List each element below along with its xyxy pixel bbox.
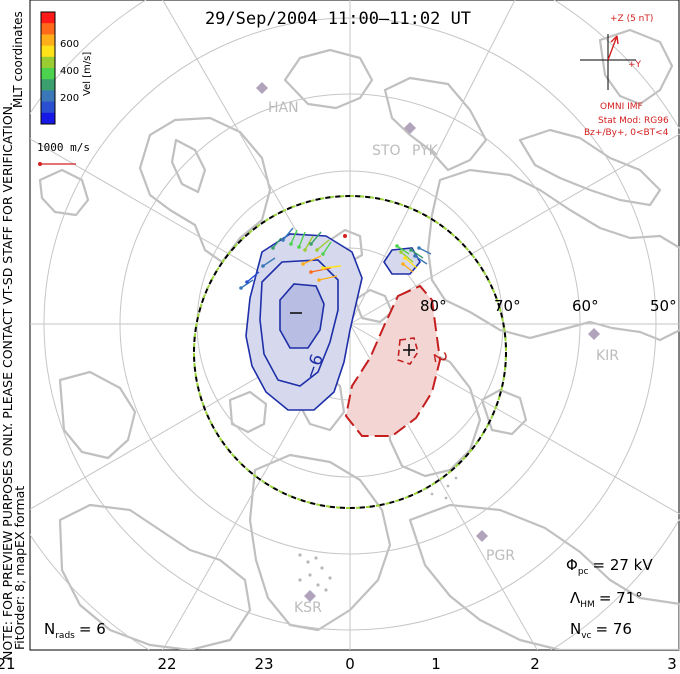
colorbar-label: Vel [m/s] xyxy=(82,52,93,96)
imf-z-label: +Z (5 nT) xyxy=(610,14,653,24)
station-label-pgr: PGR xyxy=(486,548,515,564)
station-label-han: HAN xyxy=(268,100,299,116)
imf-clock xyxy=(580,34,636,90)
colorbar-swatch xyxy=(41,90,55,103)
imf-vector xyxy=(607,35,618,61)
colorbar-tick-600: 600 xyxy=(60,39,79,50)
vector-scale-label: 1000 m/s xyxy=(37,141,90,154)
colorbar-swatch xyxy=(41,23,55,35)
pos-potential-label: 2 xyxy=(428,350,450,364)
mlt-label-0: 0 xyxy=(345,655,355,673)
station-labels: HAN STO PYK KIR PGR KSR xyxy=(268,100,619,616)
station-label-sto: STO xyxy=(372,143,400,159)
imf-model-label: Stat Mod: RG96 xyxy=(598,116,669,126)
colorbar-swatch xyxy=(41,79,55,91)
mlt-label-22: 22 xyxy=(157,655,176,673)
station-label-ksr: KSR xyxy=(294,600,322,616)
station-marker-kir xyxy=(588,328,600,340)
mlt-label-1: 1 xyxy=(431,655,441,673)
lat-label-50: 50° xyxy=(650,297,677,315)
colorbar-swatch xyxy=(41,101,55,114)
nrads-value: Nrads = 6 xyxy=(44,620,106,641)
station-label-kir: KIR xyxy=(596,348,619,364)
station-markers xyxy=(256,82,600,602)
lat-label-80: 80° xyxy=(420,297,447,315)
mlt-label-21: 21 xyxy=(0,655,16,673)
vector-scale-arrow xyxy=(38,162,76,166)
lambda-hm-value: ΛHM = 71° xyxy=(570,589,643,610)
station-marker-sto xyxy=(404,122,416,134)
mlt-label-23: 23 xyxy=(254,655,273,673)
lat-label-70: 70° xyxy=(494,297,521,315)
coordinate-system-label: MLT coordinates xyxy=(11,11,25,108)
imf-source-label: OMNI IMF xyxy=(600,102,643,112)
mlt-axis: 21 22 23 0 1 2 3 xyxy=(0,655,677,673)
hm-boundary xyxy=(193,195,507,509)
fit-order-label: FitOrder: 8; mapEX format xyxy=(12,486,27,650)
velocity-colorbar: 600 400 200 Vel [m/s] xyxy=(40,11,93,125)
imf-condition-label: Bz+/By+, 0<BT<4 xyxy=(584,128,669,138)
preview-warning: NOTE: FOR PREVIEW PURPOSES ONLY. PLEASE … xyxy=(0,102,15,660)
station-marker-ksr xyxy=(304,590,316,602)
statistics: Φpc = 27 kV ΛHM = 71° Nvc = 76 Nrads = 6 xyxy=(44,556,653,641)
dots xyxy=(298,476,458,592)
station-marker-han xyxy=(256,82,268,94)
colorbar-swatch xyxy=(41,56,55,69)
latitude-labels: 80° 70° 60° 50° xyxy=(420,297,677,315)
station-label-pyk: PYK xyxy=(412,143,439,159)
colorbar-swatch xyxy=(41,68,55,80)
positive-potential-cell: 2 xyxy=(344,284,450,437)
map-frame xyxy=(29,0,680,651)
station-marker-pgr xyxy=(476,530,488,542)
colorbar-swatch xyxy=(41,12,55,24)
phi-pc-value: Φpc = 27 kV xyxy=(566,556,653,577)
nvc-value: Nvc = 76 xyxy=(570,620,632,641)
lat-label-60: 60° xyxy=(572,297,599,315)
imf-y-label: +Y xyxy=(628,60,642,70)
colorbar-tick-200: 200 xyxy=(60,93,79,104)
colorbar-swatch xyxy=(41,34,55,47)
map-title: 29/Sep/2004 11:00–11:02 UT xyxy=(205,9,471,29)
colorbar-swatch xyxy=(41,112,55,125)
colorbar-swatch xyxy=(41,45,55,58)
mlt-label-2: 2 xyxy=(530,655,540,673)
colorbar-tick-400: 400 xyxy=(60,66,79,77)
velocity-vectors xyxy=(240,227,432,289)
vector-roots xyxy=(239,234,421,290)
mlt-label-3: 3 xyxy=(667,655,677,673)
